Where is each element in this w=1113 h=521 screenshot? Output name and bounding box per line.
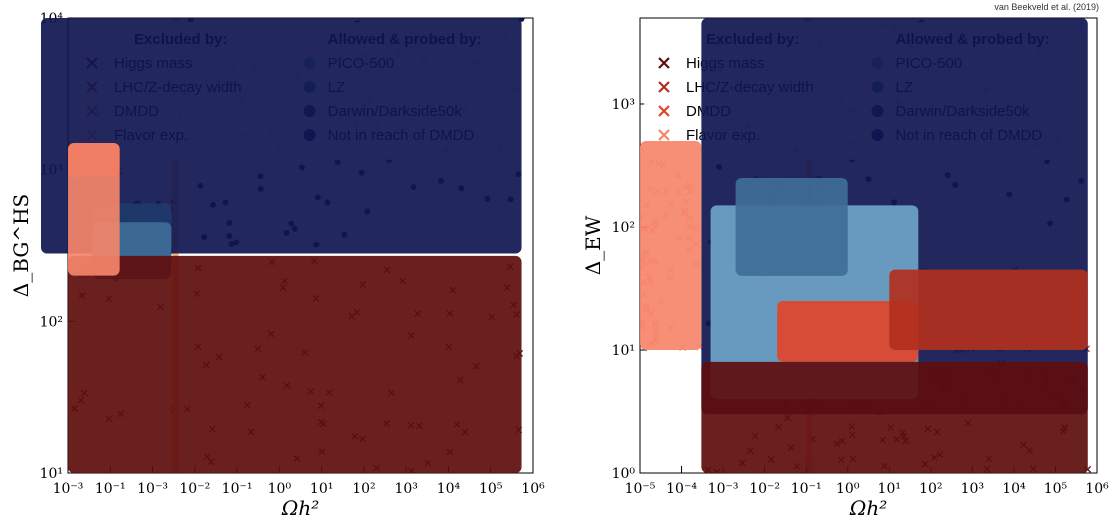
series-region	[889, 269, 1088, 350]
x-tick-label: 10⁻⁴	[666, 481, 697, 497]
legend-marker	[658, 57, 670, 69]
x-tick-label: 10⁻²	[749, 481, 780, 497]
x-tick-label: 10⁶	[1085, 481, 1109, 497]
x-tick-label: 10⁶	[521, 481, 545, 497]
x-tick-label: 10⁻³	[53, 481, 84, 497]
x-tick-label: 10²	[919, 481, 942, 497]
y-tick-label: 10¹	[40, 466, 63, 482]
y-tick-label: 10²	[40, 314, 63, 330]
x-axis-label: Ωh²	[849, 496, 887, 517]
x-tick-label: 10⁻¹	[791, 481, 822, 497]
series-region	[68, 255, 522, 473]
y-tick-label: 10¹	[612, 343, 635, 359]
x-tick-label: 10⁵	[479, 481, 503, 497]
x-tick-label: 10⁻¹	[222, 481, 253, 497]
series-region	[777, 301, 919, 362]
x-axis-label: Ωh²	[281, 496, 319, 517]
legend-marker	[658, 105, 670, 117]
series-region	[640, 141, 702, 350]
x-tick-label: 10¹	[878, 481, 901, 497]
x-tick-label: 10⁰	[836, 481, 860, 497]
credit-text: van Beekveld et al. (2019)	[994, 2, 1099, 12]
x-tick-label: 10²	[352, 481, 375, 497]
series-region	[735, 178, 848, 276]
x-tick-label: 10¹	[310, 481, 333, 497]
x-tick-label: 10⁻³	[708, 481, 739, 497]
x-tick-label: 10³	[394, 481, 417, 497]
legend-marker	[658, 81, 670, 93]
x-tick-label: 10³	[961, 481, 984, 497]
y-axis-label: Δ_BG^HS	[9, 194, 33, 297]
x-tick-label: 10⁴	[1002, 481, 1026, 497]
x-tick-label: 10⁻¹	[95, 481, 126, 497]
series-region	[68, 142, 120, 276]
x-tick-label: 10⁻⁵	[625, 481, 656, 497]
y-tick-label: 10⁰	[612, 466, 636, 482]
x-tick-label: 10⁻²	[179, 481, 210, 497]
y-axis-label: Δ_EW	[581, 215, 605, 275]
y-tick-label: 10³	[612, 97, 635, 113]
legend-marker	[658, 129, 670, 141]
x-tick-label: 10⁻³	[137, 481, 168, 497]
x-tick-label: 10⁴	[437, 481, 461, 497]
series-region	[40, 18, 522, 254]
y-tick-label: 10²	[612, 220, 635, 236]
x-tick-label: 10⁵	[1044, 481, 1068, 497]
series-region	[701, 361, 1088, 473]
x-tick-label: 10⁰	[268, 481, 292, 497]
